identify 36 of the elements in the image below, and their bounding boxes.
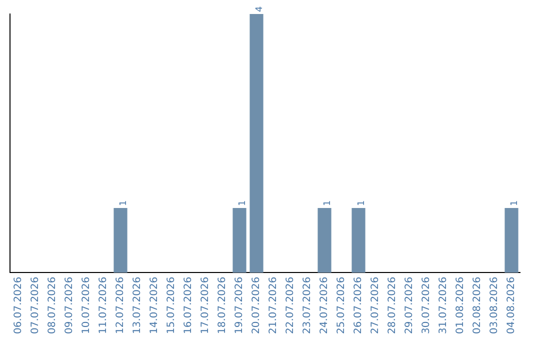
x-tick-label: 14.07.2026 (149, 276, 160, 334)
x-tick-label: 10.07.2026 (81, 276, 92, 334)
x-tick-label: 26.07.2026 (353, 276, 364, 334)
data-label: 4 (254, 6, 265, 12)
data-label: 1 (510, 200, 520, 206)
data-label: 1 (356, 200, 367, 206)
x-tick-label: 28.07.2026 (387, 276, 398, 334)
x-tick-label: 24.07.2026 (319, 276, 330, 334)
x-tick-label: 19.07.2026 (234, 276, 246, 334)
x-tick-label: 23.07.2026 (302, 276, 314, 334)
x-tick-label: 17.07.2026 (200, 276, 212, 334)
x-tick-label: 20.07.2026 (251, 276, 262, 334)
x-tick-label: 27.07.2026 (370, 276, 382, 334)
x-tick-label: 11.07.2026 (98, 276, 110, 334)
x-tick-label: 18.07.2026 (217, 276, 228, 334)
x-tick-label: 09.07.2026 (64, 276, 76, 334)
x-tick-label: 31.07.2026 (438, 276, 450, 334)
data-label: 1 (118, 200, 129, 206)
x-tick-label: 29.07.2026 (404, 276, 416, 334)
x-tick-label: 03.08.2026 (489, 276, 500, 334)
x-tick-label: 30.07.2026 (421, 276, 432, 334)
x-tick-label: 02.08.2026 (472, 276, 484, 334)
x-tick-label: 22.07.2026 (285, 276, 296, 334)
x-tick-label: 04.08.2026 (506, 276, 518, 334)
x-tick-label: 08.07.2026 (47, 276, 58, 334)
data-label: 1 (322, 200, 333, 206)
x-tick-label: 16.07.2026 (183, 276, 194, 334)
x-tick-label: 01.08.2026 (455, 276, 466, 334)
x-tick-label: 25.07.2026 (336, 276, 348, 334)
x-tick-label: 06.07.2026 (13, 276, 24, 334)
x-tick-label: 13.07.2026 (132, 276, 144, 334)
x-tick-label: 07.07.2026 (30, 276, 42, 334)
x-tick-label: 12.07.2026 (115, 276, 126, 334)
data-label: 1 (238, 200, 248, 206)
x-tick-label: 15.07.2026 (166, 276, 178, 334)
x-tick-label: 21.07.2026 (268, 276, 280, 334)
